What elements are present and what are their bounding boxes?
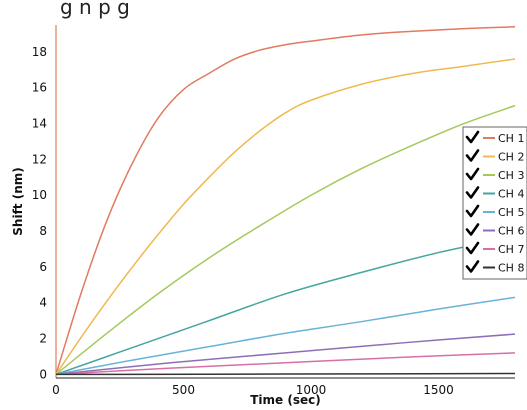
x-tick-label: 1000 [296, 383, 327, 397]
y-tick-label: 16 [32, 81, 47, 95]
y-tick-label: 0 [39, 367, 47, 381]
y-tick-label: 2 [39, 332, 47, 346]
check-icon[interactable] [465, 130, 480, 144]
legend-item-3[interactable]: CH 3 [465, 167, 524, 182]
series-line-6 [55, 333, 516, 376]
check-icon[interactable] [465, 204, 480, 218]
y-tick-label: 18 [32, 45, 47, 59]
x-tick-label: 0 [52, 383, 60, 397]
legend-item-1[interactable]: CH 1 [465, 130, 524, 145]
y-tick-label: 6 [39, 260, 47, 274]
series-lines [55, 26, 516, 376]
check-icon[interactable] [465, 186, 480, 199]
top-clipped-title: g n p g [60, 0, 130, 19]
legend-label: CH 6 [498, 225, 524, 238]
legend-item-8[interactable]: CH 8 [465, 260, 524, 275]
check-icon[interactable] [465, 260, 480, 273]
tick-labels: 0 500 1000 1500 0 2 4 6 8 10 12 14 16 18 [32, 45, 454, 397]
series-line-2 [55, 58, 516, 375]
legend: CH 1 CH 2 CH 3 CH 4 CH 5 CH 6 CH 7 CH 8 [462, 126, 527, 280]
legend-label: CH 5 [498, 206, 524, 219]
x-tick-label: 500 [172, 383, 195, 397]
series-line-5 [55, 296, 516, 376]
legend-item-2[interactable]: CH 2 [465, 149, 524, 164]
y-tick-label: 8 [39, 224, 47, 238]
legend-box [462, 126, 527, 280]
legend-label: CH 1 [498, 132, 524, 145]
y-tick-label: 4 [39, 296, 47, 310]
x-tick-label: 1500 [423, 383, 454, 397]
legend-label: CH 3 [498, 169, 524, 182]
legend-item-4[interactable]: CH 4 [465, 186, 524, 201]
check-icon[interactable] [465, 223, 480, 236]
legend-item-5[interactable]: CH 5 [465, 204, 524, 219]
plot-area [56, 25, 515, 378]
series-line-7 [55, 352, 516, 376]
axes [55, 25, 515, 379]
check-icon[interactable] [465, 241, 480, 255]
legend-item-6[interactable]: CH 6 [465, 223, 524, 238]
check-icon[interactable] [465, 149, 480, 162]
y-tick-label: 10 [32, 188, 47, 202]
x-axis-label: Time (sec) [250, 393, 320, 407]
legend-label: CH 2 [498, 151, 524, 164]
series-line-1 [55, 26, 516, 375]
legend-label: CH 4 [498, 188, 524, 201]
y-axis-label: Shift (nm) [11, 167, 25, 235]
y-tick-label: 12 [32, 152, 47, 166]
check-icon[interactable] [465, 167, 480, 181]
legend-label: CH 7 [498, 243, 524, 256]
series-line-3 [55, 104, 516, 376]
series-line-4 [55, 235, 516, 376]
series-line-8 [55, 372, 516, 376]
legend-label: CH 8 [498, 262, 524, 275]
legend-item-7[interactable]: CH 7 [465, 241, 524, 256]
y-tick-label: 14 [32, 117, 47, 131]
